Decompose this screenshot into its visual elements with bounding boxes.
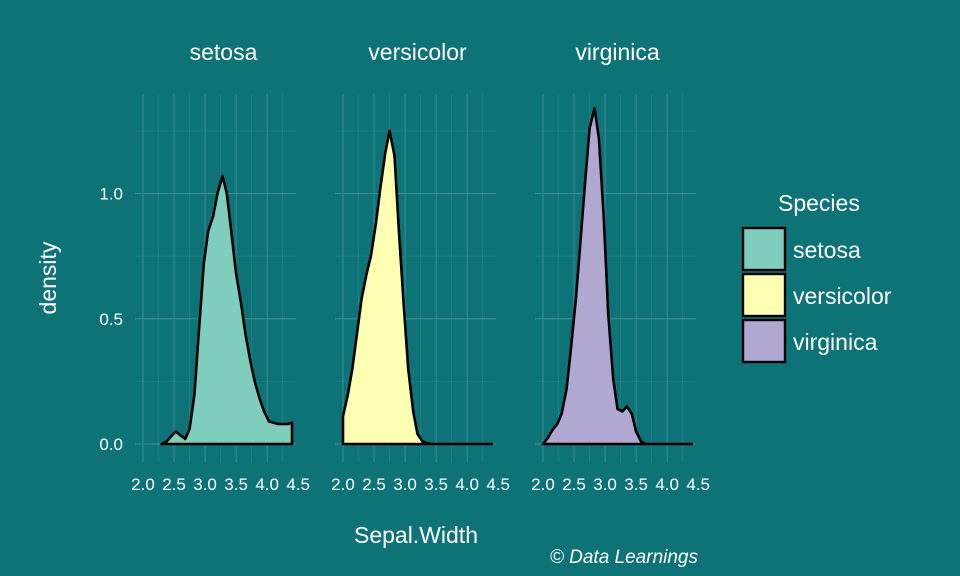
x-tick-label: 4.0 bbox=[455, 475, 479, 494]
y-tick-label: 1.0 bbox=[99, 185, 123, 204]
y-tick-label: 0.0 bbox=[99, 435, 123, 454]
x-tick-label: 3.0 bbox=[393, 475, 417, 494]
facet-label-virginica: virginica bbox=[575, 39, 660, 65]
legend-swatch-versicolor bbox=[741, 272, 787, 318]
x-tick-label: 3.5 bbox=[624, 475, 648, 494]
x-tick-label: 2.0 bbox=[131, 475, 155, 494]
x-tick-label: 3.5 bbox=[424, 475, 448, 494]
legend-swatch-setosa bbox=[741, 226, 787, 272]
facet-label-versicolor: versicolor bbox=[368, 39, 467, 65]
x-axis-title: Sepal.Width bbox=[354, 522, 478, 548]
y-tick-label: 0.5 bbox=[99, 310, 123, 329]
legend-label-versicolor: versicolor bbox=[793, 283, 892, 309]
density-area-versicolor bbox=[341, 129, 494, 446]
x-tick-label: 2.5 bbox=[362, 475, 386, 494]
legend-label-setosa: setosa bbox=[793, 237, 861, 263]
y-axis-title: density bbox=[35, 241, 61, 314]
x-tick-label: 3.5 bbox=[224, 475, 248, 494]
x-tick-label: 2.0 bbox=[331, 475, 355, 494]
legend-title: Species bbox=[778, 190, 860, 216]
caption: © Data Learnings bbox=[550, 547, 699, 568]
x-tick-label: 4.5 bbox=[286, 475, 310, 494]
x-tick-label: 4.5 bbox=[686, 475, 710, 494]
x-tick-label: 4.5 bbox=[486, 475, 510, 494]
x-tick-label: 2.0 bbox=[531, 475, 555, 494]
density-area-virginica bbox=[541, 107, 694, 446]
x-tick-label: 4.0 bbox=[655, 475, 679, 494]
x-tick-label: 4.0 bbox=[255, 475, 279, 494]
x-tick-label: 2.5 bbox=[162, 475, 186, 494]
legend-label-virginica: virginica bbox=[793, 329, 878, 355]
facet-label-setosa: setosa bbox=[190, 39, 258, 65]
legend-swatch-virginica bbox=[741, 318, 787, 364]
x-tick-label: 2.5 bbox=[562, 475, 586, 494]
x-tick-label: 3.0 bbox=[593, 475, 617, 494]
x-tick-label: 3.0 bbox=[193, 475, 217, 494]
density-area-setosa bbox=[160, 174, 294, 446]
